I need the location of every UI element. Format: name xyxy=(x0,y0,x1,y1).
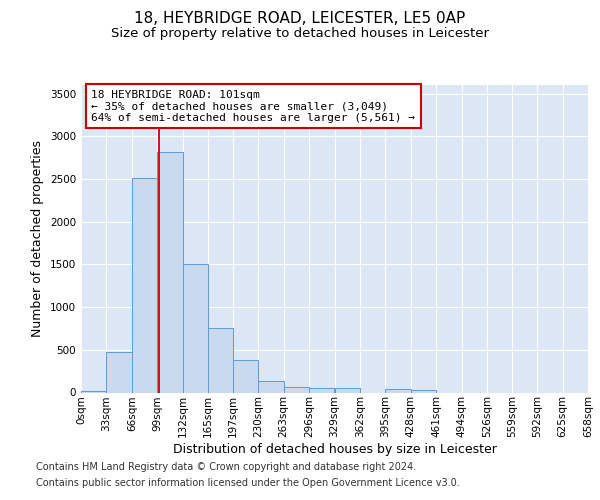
Text: Size of property relative to detached houses in Leicester: Size of property relative to detached ho… xyxy=(111,28,489,40)
Y-axis label: Number of detached properties: Number of detached properties xyxy=(31,140,44,337)
Bar xyxy=(132,178,157,392)
Bar xyxy=(233,360,258,392)
X-axis label: Distribution of detached houses by size in Leicester: Distribution of detached houses by size … xyxy=(173,443,496,456)
Bar xyxy=(258,380,284,392)
Bar xyxy=(309,388,335,392)
Bar xyxy=(208,328,233,392)
Bar xyxy=(385,388,411,392)
Bar xyxy=(284,387,309,392)
Text: Contains public sector information licensed under the Open Government Licence v3: Contains public sector information licen… xyxy=(36,478,460,488)
Bar xyxy=(411,390,436,392)
Bar xyxy=(157,152,183,392)
Text: Contains HM Land Registry data © Crown copyright and database right 2024.: Contains HM Land Registry data © Crown c… xyxy=(36,462,416,472)
Bar xyxy=(106,352,132,393)
Bar xyxy=(183,264,208,392)
Text: 18 HEYBRIDGE ROAD: 101sqm
← 35% of detached houses are smaller (3,049)
64% of se: 18 HEYBRIDGE ROAD: 101sqm ← 35% of detac… xyxy=(91,90,415,123)
Text: 18, HEYBRIDGE ROAD, LEICESTER, LE5 0AP: 18, HEYBRIDGE ROAD, LEICESTER, LE5 0AP xyxy=(134,11,466,26)
Bar xyxy=(335,388,360,392)
Bar xyxy=(81,391,106,392)
